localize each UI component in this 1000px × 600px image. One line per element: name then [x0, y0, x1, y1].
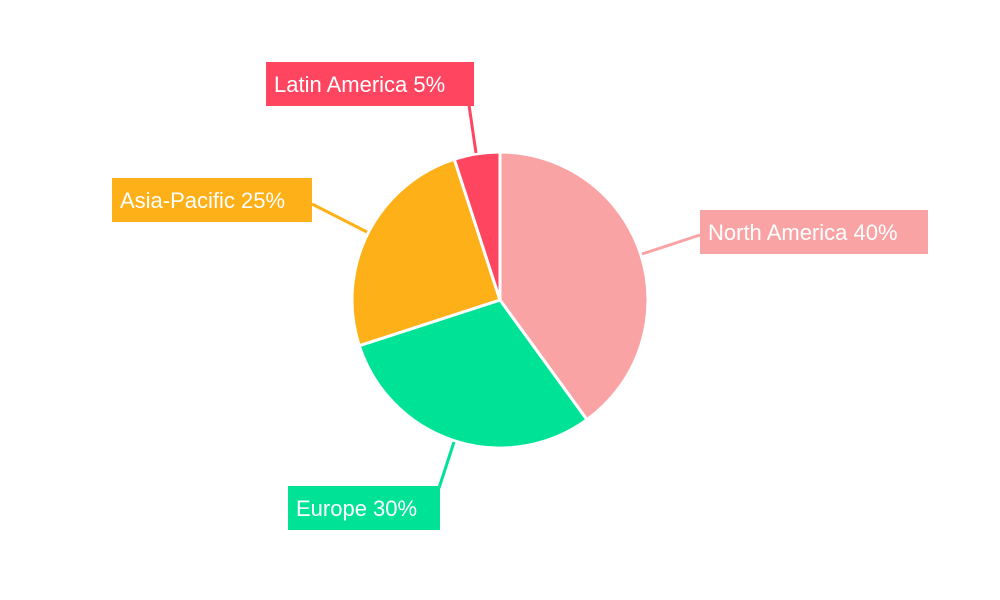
label-box: [112, 178, 312, 222]
data-labels: North America 40% Europe 30% Asia-Pacifi…: [112, 62, 928, 530]
pie-slice-latin-america[interactable]: [452, 150, 502, 301]
label-box: [700, 210, 928, 254]
label-europe: Europe 30%: [288, 441, 456, 530]
label-north-america: North America 40%: [641, 210, 928, 256]
leader-line: [311, 202, 368, 234]
data-label: Asia-Pacific 25%: [120, 188, 285, 213]
label-latin-america: Latin America 5%: [266, 62, 478, 154]
pie-slices: [350, 150, 650, 450]
leader-line: [467, 104, 478, 154]
pie-slice-asia-pacific[interactable]: [350, 157, 502, 348]
label-box: [288, 486, 440, 530]
pie-slice-europe[interactable]: [357, 298, 590, 450]
label-box: [266, 62, 474, 106]
pie-slice-north-america[interactable]: [498, 150, 650, 422]
data-label: North America 40%: [708, 220, 898, 245]
leader-line: [437, 441, 456, 489]
data-label: Europe 30%: [296, 496, 417, 521]
leader-line: [641, 233, 701, 256]
label-asia-pacific: Asia-Pacific 25%: [112, 178, 368, 234]
data-label: Latin America 5%: [274, 72, 445, 97]
